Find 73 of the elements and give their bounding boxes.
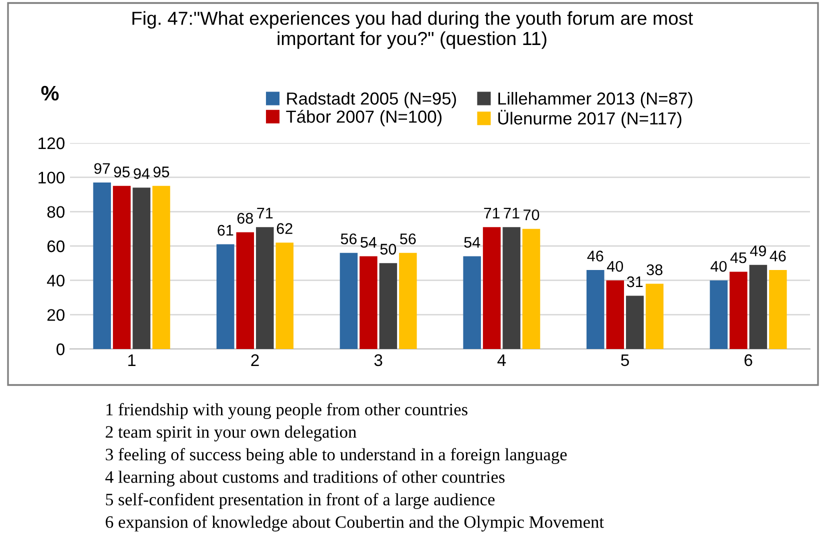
bar bbox=[379, 263, 398, 349]
data-label: 49 bbox=[750, 245, 766, 256]
data-label: 46 bbox=[587, 250, 604, 262]
data-label: 95 bbox=[114, 166, 130, 178]
bar bbox=[522, 228, 540, 349]
bar bbox=[730, 272, 748, 349]
y-tick-label: 0 bbox=[56, 343, 64, 356]
bar bbox=[340, 252, 358, 349]
data-label: 46 bbox=[770, 250, 786, 262]
data-label: 40 bbox=[710, 260, 727, 272]
bar bbox=[749, 264, 768, 349]
chart-title: Fig. 47:"What experiences you had during the youth forum are most important for you?" (question 11) bbox=[132, 11, 693, 49]
bar bbox=[236, 232, 254, 349]
bar bbox=[482, 227, 501, 349]
bar bbox=[132, 188, 150, 349]
x-tick-label: 2 bbox=[251, 354, 259, 366]
bar bbox=[606, 280, 624, 349]
data-label: 61 bbox=[218, 224, 234, 236]
data-label: 95 bbox=[153, 166, 170, 178]
y-tick-label: 20 bbox=[47, 309, 64, 321]
text: 1 friendship with young people from other countries bbox=[106, 403, 468, 419]
data-label: 71 bbox=[504, 208, 520, 218]
data-label: 71 bbox=[257, 208, 273, 218]
data-label: 68 bbox=[237, 212, 253, 224]
y-tick-label: 80 bbox=[47, 206, 64, 218]
bar bbox=[152, 186, 170, 349]
y-tick-label: 60 bbox=[47, 240, 64, 252]
bar bbox=[769, 270, 787, 349]
bar bbox=[399, 252, 417, 349]
data-label: 38 bbox=[646, 264, 662, 276]
data-label: 70 bbox=[524, 209, 540, 220]
bar bbox=[586, 270, 604, 349]
data-label: 56 bbox=[400, 233, 416, 244]
data-label: 50 bbox=[380, 244, 396, 255]
bar bbox=[463, 256, 481, 349]
bar bbox=[626, 296, 644, 349]
data-label: 71 bbox=[484, 208, 500, 218]
data-label: 94 bbox=[134, 168, 150, 180]
data-label: 40 bbox=[606, 260, 624, 272]
legend-label: Lillehammer 2013 (N=87) bbox=[498, 92, 692, 108]
bar bbox=[360, 256, 378, 349]
bar bbox=[276, 242, 294, 349]
y-tick-label: 40 bbox=[46, 274, 64, 287]
legend-label: Radstadt 2005 (N=95) bbox=[287, 92, 456, 108]
bar bbox=[502, 227, 520, 349]
legend-label: Ülenurme 2017 (N=117) bbox=[498, 110, 682, 128]
data-label: 54 bbox=[464, 237, 480, 248]
text: 4 learning about customs and traditions of other countries bbox=[105, 470, 505, 486]
x-tick-label: 6 bbox=[744, 354, 752, 366]
text: 6 expansion of knowledge about Coubertin and the Olympic Movement bbox=[106, 516, 604, 532]
data-label: 62 bbox=[276, 223, 292, 234]
data-label: 54 bbox=[360, 237, 377, 248]
x-tick-label: 4 bbox=[497, 354, 506, 366]
data-label: 31 bbox=[626, 276, 643, 288]
data-label: 45 bbox=[730, 252, 746, 264]
bar bbox=[112, 186, 131, 349]
data-label: 97 bbox=[94, 163, 110, 174]
y-axis-title: % bbox=[41, 86, 59, 101]
text: 2 team spirit in your own delegation bbox=[106, 426, 356, 442]
text: 3 feeling of success being able to understand in a foreign language bbox=[106, 448, 567, 464]
y-tick-label: 120 bbox=[38, 137, 64, 150]
text: 5 self-confident presentation in front of a large audience bbox=[106, 493, 495, 509]
bar bbox=[93, 182, 111, 349]
data-label: 56 bbox=[340, 233, 357, 244]
x-tick-label: 3 bbox=[374, 354, 382, 366]
bar bbox=[646, 284, 664, 349]
x-tick-label: 5 bbox=[621, 354, 629, 366]
x-tick-label: 1 bbox=[128, 354, 136, 366]
bar bbox=[256, 227, 274, 349]
bar bbox=[216, 244, 234, 349]
y-tick-label: 100 bbox=[38, 172, 64, 184]
bar bbox=[710, 280, 728, 349]
legend-label: Tábor 2007 (N=100) bbox=[286, 110, 442, 126]
